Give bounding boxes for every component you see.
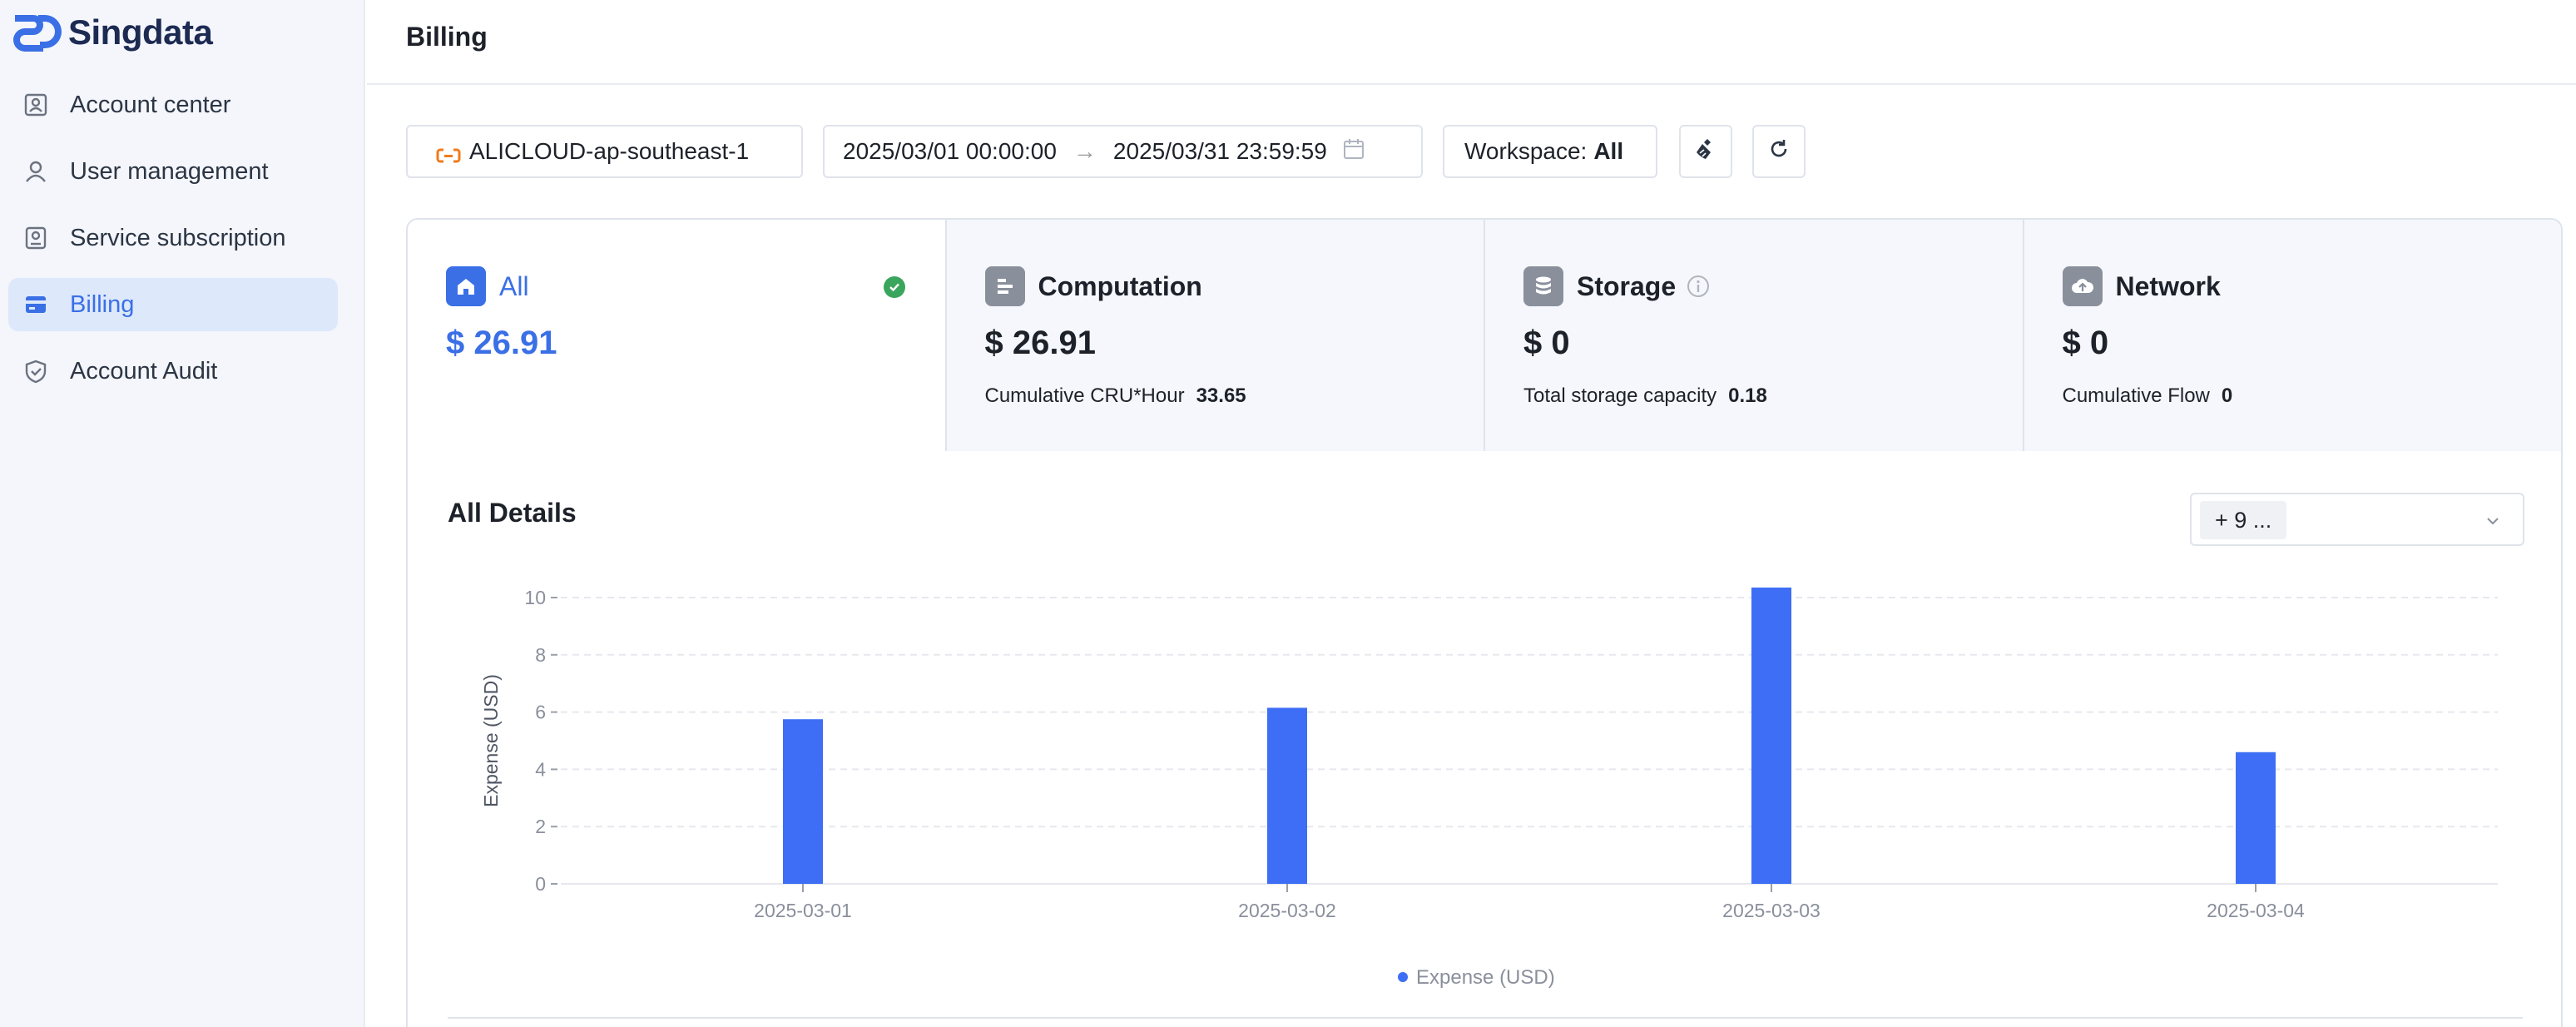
metric-label: Total storage capacity: [1523, 385, 1717, 407]
card-title: Storage: [1577, 270, 1677, 301]
chevron-down-icon: [2483, 511, 2503, 535]
details-panel: 0 2 4 6 8 10 2025-03-01 2025-03-02 2025-03-03 202…: [406, 451, 2563, 1027]
region-label: ALICLOUD-ap-southeast-1: [469, 138, 750, 164]
sidebar-item-label: Service subscription: [70, 224, 286, 251]
legend-label: Expense (USD): [1416, 966, 1555, 989]
logo[interactable]: Singdata: [8, 10, 213, 55]
divider: [448, 1017, 2523, 1019]
brand-name: Singdata: [68, 12, 213, 52]
page-title: Billing: [406, 22, 488, 52]
card-amount: $ 26.91: [984, 325, 1096, 361]
card-title: All: [499, 270, 529, 301]
card-title: Network: [2115, 270, 2221, 301]
info-icon[interactable]: [1686, 274, 1711, 299]
metric-value: 0: [2221, 385, 2233, 407]
metric-label: Cumulative Flow: [2062, 385, 2210, 407]
refresh-button[interactable]: [1752, 125, 1806, 178]
chart-bar: [783, 719, 823, 884]
y-tick-label: 0: [535, 873, 546, 895]
home-icon: [446, 266, 486, 306]
region-selector[interactable]: ALICLOUD-ap-southeast-1: [406, 125, 803, 178]
account-card-icon: [22, 91, 50, 119]
category-multiselect[interactable]: + 9 ...: [2190, 493, 2524, 546]
date-end[interactable]: 2025/03/31 23:59:59: [1112, 138, 1327, 164]
metric-label: Cumulative CRU*Hour: [984, 385, 1185, 407]
workspace-selector[interactable]: Workspace: All: [1443, 125, 1657, 178]
sidebar-item-user-management[interactable]: User management: [8, 145, 338, 198]
broom-icon: [1693, 136, 1718, 167]
chart-bar: [1267, 707, 1307, 884]
card-amount: $ 26.91: [446, 325, 557, 361]
subscription-icon: [22, 224, 50, 252]
singdata-logo-icon: [13, 15, 62, 52]
computation-icon: [984, 266, 1025, 306]
database-icon: [1523, 266, 1563, 306]
sidebar-item-account-center[interactable]: Account center: [8, 78, 338, 131]
cloud-upload-icon: [2062, 266, 2103, 306]
card-storage[interactable]: Storage $ 0 Total storage capacity 0.18: [1484, 220, 2023, 451]
date-separator: →: [1073, 138, 1097, 164]
y-tick-label: 2: [535, 816, 546, 837]
selected-count-tag: + 9 ...: [2200, 501, 2287, 539]
card-title: Computation: [1038, 270, 1202, 301]
card-metric: Cumulative Flow 0: [2063, 385, 2233, 408]
metric-value: 33.65: [1196, 385, 1246, 407]
details-title: All Details: [448, 498, 577, 528]
billing-toolbar: ALICLOUD-ap-southeast-1 2025/03/01 00:00…: [406, 125, 1806, 178]
sidebar-item-account-audit[interactable]: Account Audit: [8, 345, 338, 398]
x-tick-label: 2025-03-02: [1238, 900, 1336, 921]
chart-bar: [2236, 752, 2276, 884]
card-network[interactable]: Network $ 0 Cumulative Flow 0: [2022, 220, 2561, 451]
expense-bar-chart: 0 2 4 6 8 10 2025-03-01 2025-03-02 2025-03-03 202…: [480, 587, 2498, 989]
selected-check-icon: [883, 276, 905, 298]
metric-value: 0.18: [1728, 385, 1767, 407]
clear-filter-button[interactable]: [1679, 125, 1732, 178]
y-tick-label: 6: [535, 702, 546, 723]
y-axis-label: Expense (USD): [480, 674, 502, 807]
y-tick-label: 8: [535, 644, 546, 666]
chart-bar: [1751, 587, 1791, 884]
date-start[interactable]: 2025/03/01 00:00:00: [843, 138, 1057, 164]
sidebar-item-label: User management: [70, 157, 269, 185]
y-tick-label: 10: [524, 587, 546, 608]
x-tick-label: 2025-03-01: [754, 900, 852, 921]
workspace-label: Workspace:: [1464, 138, 1588, 164]
refresh-icon: [1767, 137, 1791, 166]
billing-summary-cards: All $ 26.91 Computation $ 26.91 Cumulati…: [406, 218, 2563, 453]
card-amount: $ 0: [1523, 325, 1570, 361]
sidebar-nav: Account center User management Service s…: [8, 78, 338, 411]
legend-marker: [1398, 972, 1408, 982]
alicloud-icon: [436, 143, 461, 163]
workspace-value: All: [1593, 138, 1624, 164]
user-icon: [22, 157, 50, 186]
x-tick-label: 2025-03-04: [2207, 900, 2305, 921]
y-tick-label: 4: [535, 758, 546, 780]
sidebar-item-label: Account Audit: [70, 357, 218, 385]
billing-icon: [22, 290, 50, 319]
date-range-picker[interactable]: 2025/03/01 00:00:00 → 2025/03/31 23:59:5…: [823, 125, 1423, 178]
sidebar: Singdata Account center User management …: [0, 0, 365, 1027]
page-header: Billing: [367, 0, 2576, 85]
sidebar-item-label: Billing: [70, 290, 135, 318]
sidebar-item-billing[interactable]: Billing: [8, 278, 338, 331]
card-metric: Cumulative CRU*Hour 33.65: [985, 385, 1246, 408]
card-amount: $ 0: [2062, 325, 2109, 361]
card-computation[interactable]: Computation $ 26.91 Cumulative CRU*Hour 3…: [944, 220, 1484, 451]
card-metric: Total storage capacity 0.18: [1523, 385, 1767, 408]
x-tick-label: 2025-03-03: [1722, 900, 1821, 921]
sidebar-item-service-subscription[interactable]: Service subscription: [8, 211, 338, 265]
card-all[interactable]: All $ 26.91: [408, 220, 945, 451]
calendar-icon: [1342, 137, 1365, 166]
shield-icon: [22, 357, 50, 385]
sidebar-item-label: Account center: [70, 91, 231, 118]
